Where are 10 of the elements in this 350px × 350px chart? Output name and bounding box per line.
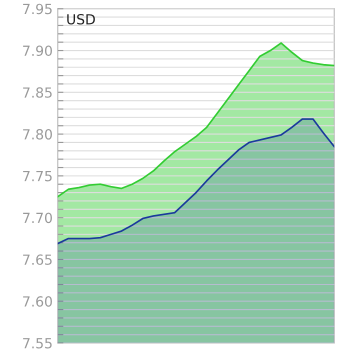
y-tick-label: 7.95 [23, 4, 52, 14]
y-tick-label: 7.70 [23, 212, 52, 224]
y-tick-label: 7.75 [23, 171, 52, 182]
annotation: USD [67, 14, 95, 25]
y-tick-label: 7.80 [23, 129, 52, 140]
y-tick-label: 7.55 [23, 338, 52, 348]
y-tick-label: 7.90 [23, 46, 52, 56]
y-tick-label: 7.60 [23, 296, 52, 307]
y-tick-label: 7.85 [23, 87, 52, 98]
y-tick-label: 7.65 [23, 254, 52, 265]
